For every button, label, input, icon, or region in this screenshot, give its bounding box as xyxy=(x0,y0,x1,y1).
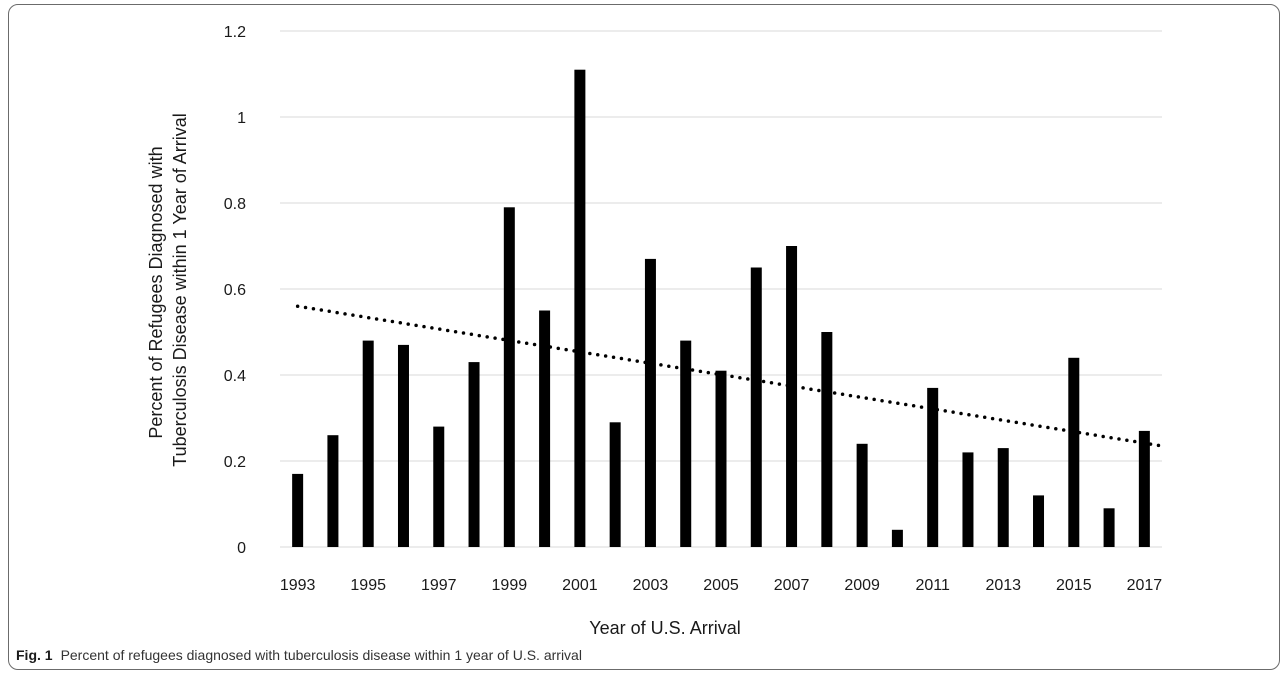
x-tick-label: 2005 xyxy=(703,577,739,594)
y-tick-label: 0.8 xyxy=(224,196,246,213)
bar xyxy=(786,246,798,547)
figure-caption-text: Percent of refugees diagnosed with tuber… xyxy=(60,647,582,663)
y-axis-title-line-1: Percent of Refugees Diagnosed with xyxy=(146,146,166,438)
x-tick-label: 2011 xyxy=(915,577,950,594)
bar xyxy=(927,387,939,547)
x-tick-label: 2003 xyxy=(633,577,669,594)
figure-caption-label: Fig. 1 xyxy=(16,647,53,663)
x-tick-label: 2017 xyxy=(1127,577,1163,594)
bar xyxy=(1033,495,1045,547)
trendline xyxy=(295,304,1164,448)
x-tick-label: 2007 xyxy=(774,577,810,594)
bar xyxy=(856,443,868,547)
bar xyxy=(821,332,833,547)
bar xyxy=(644,258,656,547)
bar xyxy=(503,207,515,548)
bar xyxy=(1103,508,1115,547)
bar xyxy=(715,370,727,547)
bar xyxy=(680,340,692,547)
y-tick-label: 1 xyxy=(237,110,246,127)
y-tick-label: 0 xyxy=(237,540,246,557)
bar xyxy=(997,448,1009,547)
y-axis-ticks: 0 0.2 0.4 0.6 0.8 1 1.2 xyxy=(224,24,246,557)
x-tick-label: 2001 xyxy=(562,577,598,594)
x-tick-label: 1999 xyxy=(492,577,528,594)
x-tick-label: 2009 xyxy=(844,577,880,594)
y-tick-label: 0.2 xyxy=(224,454,246,471)
y-tick-label: 0.4 xyxy=(224,368,246,385)
bar xyxy=(962,452,974,547)
bar xyxy=(397,344,409,547)
x-tick-label: 1993 xyxy=(280,577,316,594)
bar xyxy=(539,310,551,547)
bar xyxy=(327,435,339,547)
bar xyxy=(609,422,621,547)
y-tick-label: 0.6 xyxy=(224,282,246,299)
x-tick-label: 2013 xyxy=(985,577,1021,594)
bar xyxy=(1138,430,1150,547)
x-tick-label: 2015 xyxy=(1056,577,1092,594)
bar xyxy=(891,529,903,547)
bar xyxy=(362,340,374,547)
gridlines xyxy=(280,30,1162,548)
y-axis-title: Percent of Refugees Diagnosed with Tuber… xyxy=(146,113,190,467)
x-axis-ticks: 1993 1995 1997 1999 2001 2003 2005 2007 2009 2011… xyxy=(280,577,1162,594)
y-axis-title-line-2: Tuberculosis Disease within 1 Year of Ar… xyxy=(170,113,190,467)
bar xyxy=(1068,357,1080,547)
bar xyxy=(468,362,480,547)
bars xyxy=(292,69,1150,548)
figure-caption: Fig. 1 Percent of refugees diagnosed with… xyxy=(16,647,582,663)
figure-frame xyxy=(8,4,1280,670)
bar xyxy=(292,473,304,547)
y-tick-label: 1.2 xyxy=(224,24,246,41)
x-axis-title: Year of U.S. Arrival xyxy=(589,618,740,638)
x-tick-label: 1997 xyxy=(421,577,457,594)
x-tick-label: 1995 xyxy=(350,577,386,594)
bar xyxy=(433,426,445,547)
bar xyxy=(574,69,586,547)
trendline-group xyxy=(295,304,1164,448)
bar xyxy=(750,267,762,547)
